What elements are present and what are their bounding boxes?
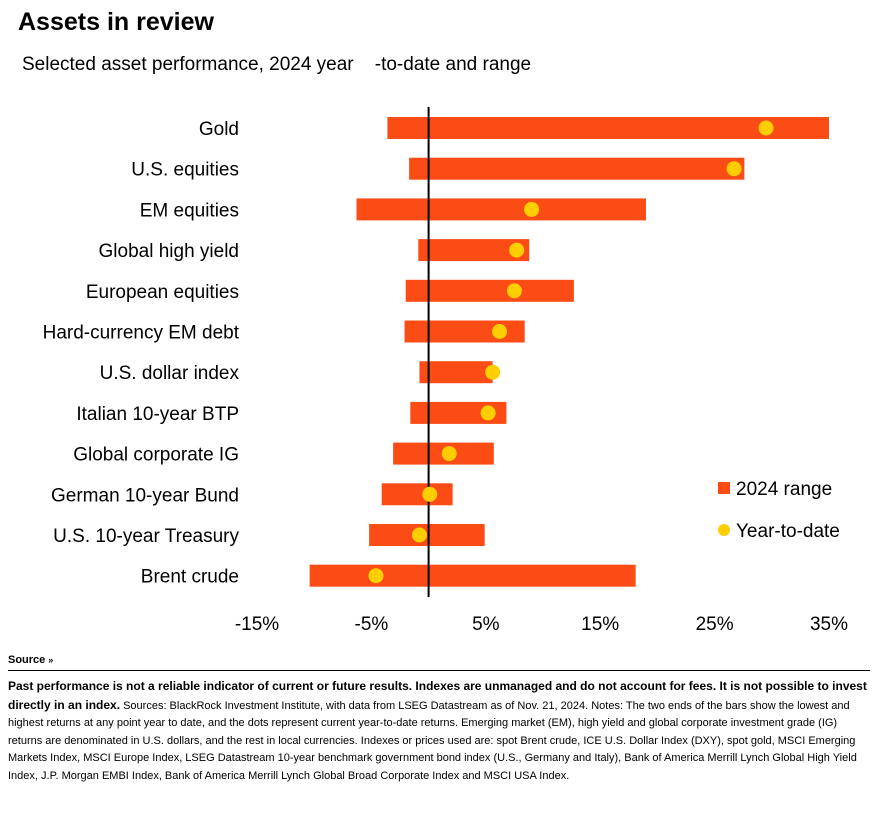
range-bar — [309, 564, 636, 587]
footnote: Past performance is not a reliable indic… — [8, 678, 868, 785]
range-bar — [381, 483, 453, 506]
range-bar — [356, 198, 646, 221]
category-label: Gold — [199, 119, 239, 140]
sources-text: Sources: BlackRock Investment Institute,… — [8, 699, 857, 782]
x-tick-label: -5% — [355, 614, 389, 635]
category-label: German 10-year Bund — [51, 485, 239, 506]
range-chart: Gold U.S. equities EM equities Global high … — [43, 107, 848, 635]
legend-range-swatch — [718, 482, 730, 494]
x-tick-label: 35% — [810, 614, 848, 635]
ytd-dot — [524, 201, 540, 217]
ytd-dot — [441, 446, 457, 462]
chart-subtitle: Selected asset performance, 2024 year -t… — [22, 54, 532, 75]
range-bar — [405, 279, 574, 302]
legend-ytd-label: Year-to-date — [736, 521, 840, 542]
legend-range-label: 2024 range — [736, 479, 832, 500]
category-label: Brent crude — [141, 567, 239, 588]
category-label: Italian 10-year BTP — [76, 404, 239, 425]
range-bar — [387, 117, 829, 139]
category-label: European equities — [86, 282, 239, 303]
ytd-dot — [485, 364, 501, 380]
page-title: Assets in review — [18, 8, 214, 36]
range-bar — [419, 361, 493, 384]
range-bar — [410, 401, 507, 424]
ytd-dot — [480, 405, 496, 421]
x-tick-label: 25% — [696, 614, 734, 635]
category-label: U.S. dollar index — [100, 363, 240, 384]
category-label: Global corporate IG — [73, 445, 239, 466]
category-label: EM equities — [140, 200, 239, 221]
range-bar — [418, 239, 530, 262]
ytd-dot — [758, 120, 774, 136]
x-tick-label: 5% — [472, 614, 500, 635]
ytd-dot — [506, 283, 522, 299]
disclaimer-text: Past performance is not a reliable indic… — [8, 679, 867, 712]
x-tick-label: 15% — [581, 614, 619, 635]
category-label: Hard-currency EM debt — [43, 323, 240, 344]
ytd-dot — [492, 324, 508, 339]
range-bar — [409, 157, 745, 180]
x-tick-label: -15% — [235, 614, 279, 635]
ytd-dot — [726, 161, 742, 177]
category-label: U.S. equities — [131, 160, 239, 181]
legend-ytd-swatch — [718, 524, 730, 536]
category-label: Global high yield — [99, 241, 239, 262]
ytd-dot — [368, 568, 384, 584]
ytd-dot — [509, 242, 525, 258]
source-toggle[interactable]: Source » — [8, 654, 53, 666]
footer-divider — [8, 670, 870, 671]
chevron-double-down-icon: » — [48, 654, 54, 665]
source-label: Source — [8, 654, 46, 666]
ytd-dot — [411, 527, 427, 543]
ytd-dot — [422, 486, 438, 502]
category-label: U.S. 10-year Treasury — [53, 526, 239, 547]
